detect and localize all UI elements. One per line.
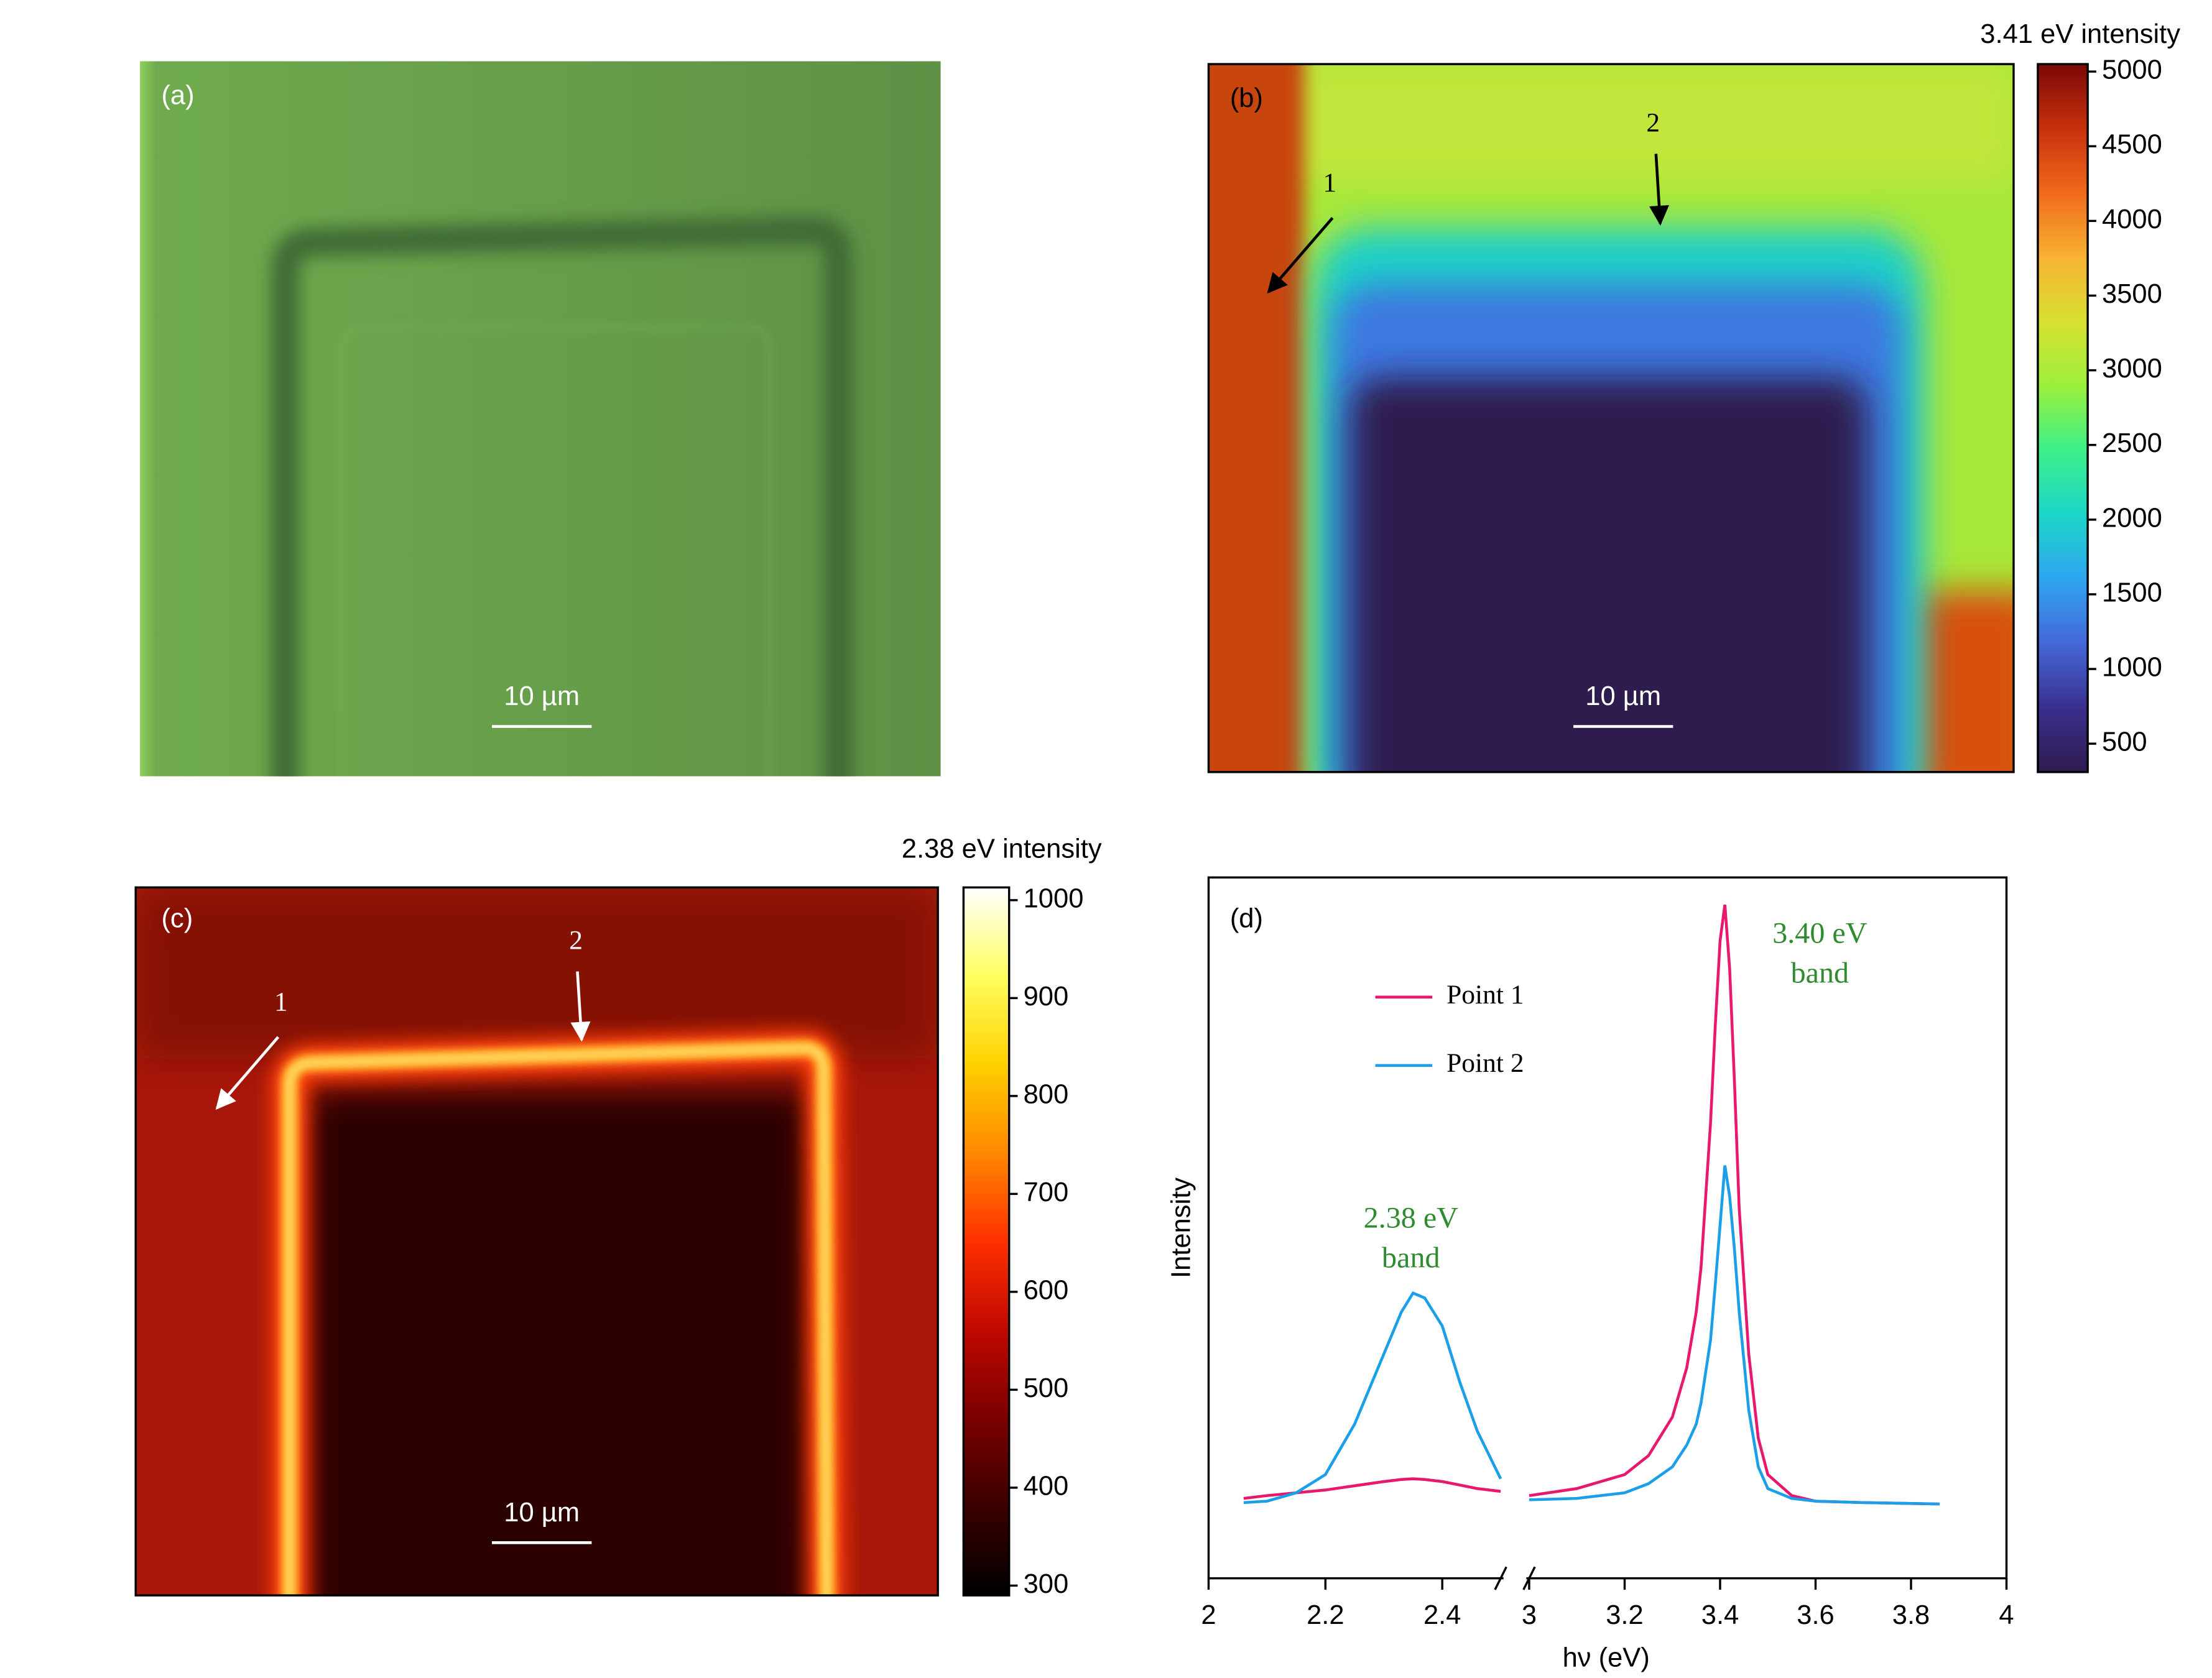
tick-label: 3000 [2102,354,2162,384]
arrow [215,1036,280,1110]
annotation: 2.38 eV [1364,1202,1459,1235]
scale-label: 10 µm [1585,681,1661,711]
panel-label: (c) [161,904,193,934]
tick-label: 800 [1024,1079,1069,1109]
tick-label: 500 [1024,1373,1069,1403]
panel-label: (b) [1230,83,1263,113]
break-mark [1494,1566,1507,1590]
x-tick-label: 2 [1201,1600,1216,1630]
tick-label: 4000 [2102,205,2162,234]
x-tick-label: 3.6 [1797,1600,1835,1630]
heatmap-image [136,887,938,1596]
annotation: band [1382,1242,1440,1275]
tick-label: 4500 [2102,130,2162,160]
x-axis-label: hν (eV) [1563,1643,1650,1673]
tick-label: 1000 [2102,653,2162,683]
legend-label: Point 2 [1446,1048,1524,1078]
x-tick-label: 4 [1999,1600,2014,1630]
x-tick-label: 3.4 [1701,1600,1739,1630]
colorbar-title: 2.38 eV intensity [902,834,1102,864]
axis-break [1503,1574,1527,1583]
colorbar [2037,63,2089,773]
x-tick-label: 3.8 [1892,1600,1930,1630]
spectrum-line [1243,905,1940,1506]
frame [1207,63,2015,773]
arrow [570,971,591,1042]
annotation: 1 [1323,168,1336,198]
tick-label: 900 [1024,982,1069,1012]
x-tick-label: 2.4 [1423,1600,1461,1630]
tick-label: 2500 [2102,428,2162,458]
x-tick-label: 2.2 [1307,1600,1344,1630]
frame [1207,876,2008,1580]
y-axis-label: Intensity [1167,1178,1196,1278]
tick-label: 5000 [2102,55,2162,85]
tick-label: 2000 [2102,503,2162,533]
tick-label: 300 [1024,1569,1069,1599]
annotation: 2 [1646,108,1660,138]
tick-label: 3500 [2102,279,2162,309]
heatmap-image [1208,64,2014,772]
x-tick-label: 3 [1522,1600,1537,1630]
optical-image [140,61,941,777]
annotation: band [1791,956,1849,989]
arrow [1267,217,1334,294]
tick-label: 500 [2102,727,2147,757]
scale-label: 10 µm [504,1498,580,1528]
scale-label: 10 µm [504,681,580,711]
colorbar [962,886,1011,1597]
annotation: 1 [274,987,288,1016]
arrow [1649,154,1670,226]
panel-label: (d) [1230,904,1263,934]
tick-label: 700 [1024,1178,1069,1207]
tick-label: 1500 [2102,578,2162,607]
tick-label: 400 [1024,1471,1069,1501]
tick-label: 600 [1024,1275,1069,1305]
colorbar-title: 3.41 eV intensity [1980,19,2180,49]
annotation: 2 [569,926,583,956]
panel-label: (a) [161,80,194,110]
frame [134,886,939,1597]
annotation: 3.40 eV [1772,916,1867,949]
x-tick-label: 3.2 [1606,1600,1644,1630]
legend-label: Point 1 [1446,980,1524,1010]
tick-label: 1000 [1024,883,1084,913]
spectrum-line [1243,1165,1940,1506]
